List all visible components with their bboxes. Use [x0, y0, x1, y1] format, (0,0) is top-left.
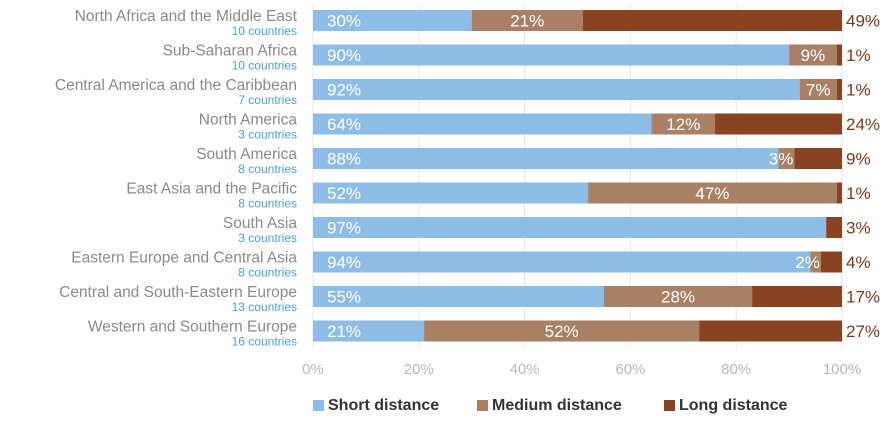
- bar-segment-label: 52%: [327, 184, 361, 203]
- x-tick-label: 0%: [302, 361, 324, 378]
- category-count: 8 countries: [238, 197, 297, 211]
- bar-segment: [794, 148, 842, 169]
- legend-swatch: [313, 400, 324, 411]
- bar-segment-label: 47%: [695, 184, 729, 203]
- legend-swatch: [477, 400, 488, 411]
- bar-end-label: 4%: [846, 253, 871, 272]
- bar-segment: [836, 44, 842, 66]
- bar-segment-label: 9%: [801, 46, 826, 65]
- category-count: 8 countries: [238, 162, 297, 176]
- bar-segment: [313, 148, 779, 169]
- category-count: 3 countries: [238, 231, 297, 245]
- bar-segment-label: 92%: [327, 81, 361, 100]
- bar-segment: [699, 320, 842, 342]
- bar-segment: [820, 251, 842, 273]
- bar-segment-label: 90%: [327, 46, 361, 65]
- bar-segment-label: 7%: [806, 81, 831, 100]
- bar-segment: [836, 182, 842, 204]
- bar-segment: [313, 113, 652, 135]
- category-count: 10 countries: [232, 59, 297, 73]
- x-tick-label: 60%: [615, 361, 645, 378]
- bar-segment: [313, 251, 811, 273]
- bar-segment: [424, 320, 700, 342]
- category-name: Western and Southern Europe: [88, 319, 297, 336]
- category-name: Eastern Europe and Central Asia: [71, 250, 297, 267]
- category-count: 16 countries: [232, 335, 297, 349]
- bar-segment: [313, 182, 589, 204]
- x-tick-label: 20%: [404, 361, 434, 378]
- category-count: 7 countries: [238, 93, 297, 107]
- bar-segment: [313, 320, 425, 342]
- bar-segment: [313, 217, 827, 238]
- category-name: North Africa and the Middle East: [75, 8, 298, 25]
- bar-segment: [810, 251, 821, 273]
- bar-segment: [588, 182, 837, 204]
- bar-segment-label: 3%: [769, 150, 794, 169]
- bar-segment-label: 28%: [661, 288, 695, 307]
- x-tick-label: 80%: [721, 361, 751, 378]
- bar-segment-label: 55%: [327, 288, 361, 307]
- bar-end-label: 3%: [846, 219, 871, 238]
- bar-segment-label: 64%: [327, 115, 361, 134]
- bar-segment: [313, 10, 472, 31]
- bar-segment: [313, 79, 800, 100]
- category-count: 8 countries: [238, 266, 297, 280]
- legend-label: Long distance: [679, 397, 788, 414]
- bar-segment-label: 88%: [327, 150, 361, 169]
- bar-segment: [582, 10, 842, 31]
- bar-segment-label: 21%: [510, 12, 544, 31]
- category-name: Sub-Saharan Africa: [163, 43, 298, 60]
- bar-end-label: 1%: [846, 184, 871, 203]
- bars: 30% 21% 49% 90% 9% 1% 92% 7% 1% 64% 12% 24% 88% 3% 9% 5…: [313, 10, 880, 342]
- category-count: 13 countries: [232, 300, 297, 314]
- category-name: South America: [196, 146, 297, 163]
- category-name: South Asia: [223, 215, 297, 232]
- bar-end-label: 24%: [846, 115, 880, 134]
- legend: Short distance Medium distance Long distan…: [313, 397, 788, 414]
- bar-end-label: 1%: [846, 81, 871, 100]
- bar-segment: [799, 79, 837, 100]
- category-count: 10 countries: [232, 24, 297, 38]
- x-tick-label: 40%: [510, 361, 540, 378]
- bar-end-label: 27%: [846, 322, 880, 341]
- bar-segment: [789, 44, 837, 66]
- x-axis-ticks: 0% 20% 40% 60% 80% 100%: [302, 361, 861, 378]
- bar-segment-label: 12%: [666, 115, 700, 134]
- bar-segment: [651, 113, 716, 135]
- legend-swatch: [664, 400, 675, 411]
- x-tick-label: 100%: [823, 361, 861, 378]
- bar-end-label: 49%: [846, 12, 880, 31]
- bar-segment-label: 94%: [327, 253, 361, 272]
- bar-end-label: 9%: [846, 150, 871, 169]
- bar-segment-label: 30%: [327, 12, 361, 31]
- bar-segment-label: 2%: [795, 253, 820, 272]
- bar-segment: [313, 286, 604, 307]
- bar-segment: [826, 217, 842, 238]
- category-name: East Asia and the Pacific: [126, 181, 297, 198]
- bar-segment: [603, 286, 753, 307]
- legend-label: Short distance: [328, 397, 439, 414]
- bar-segment-label: 97%: [327, 219, 361, 238]
- bar-end-label: 1%: [846, 46, 871, 65]
- bar-segment: [471, 10, 583, 31]
- bar-segment: [313, 44, 790, 66]
- category-name: North America: [199, 112, 298, 129]
- legend-label: Medium distance: [492, 397, 622, 414]
- category-name: Central America and the Caribbean: [55, 77, 297, 94]
- bar-segment: [752, 286, 842, 307]
- bar-segment-label: 21%: [327, 322, 361, 341]
- bar-segment: [715, 113, 842, 135]
- bar-segment: [778, 148, 795, 169]
- category-count: 3 countries: [238, 128, 297, 142]
- bar-segment-label: 52%: [545, 322, 579, 341]
- category-name: Central and South-Eastern Europe: [59, 284, 297, 301]
- bar-segment: [836, 79, 842, 100]
- bar-end-label: 17%: [846, 288, 880, 307]
